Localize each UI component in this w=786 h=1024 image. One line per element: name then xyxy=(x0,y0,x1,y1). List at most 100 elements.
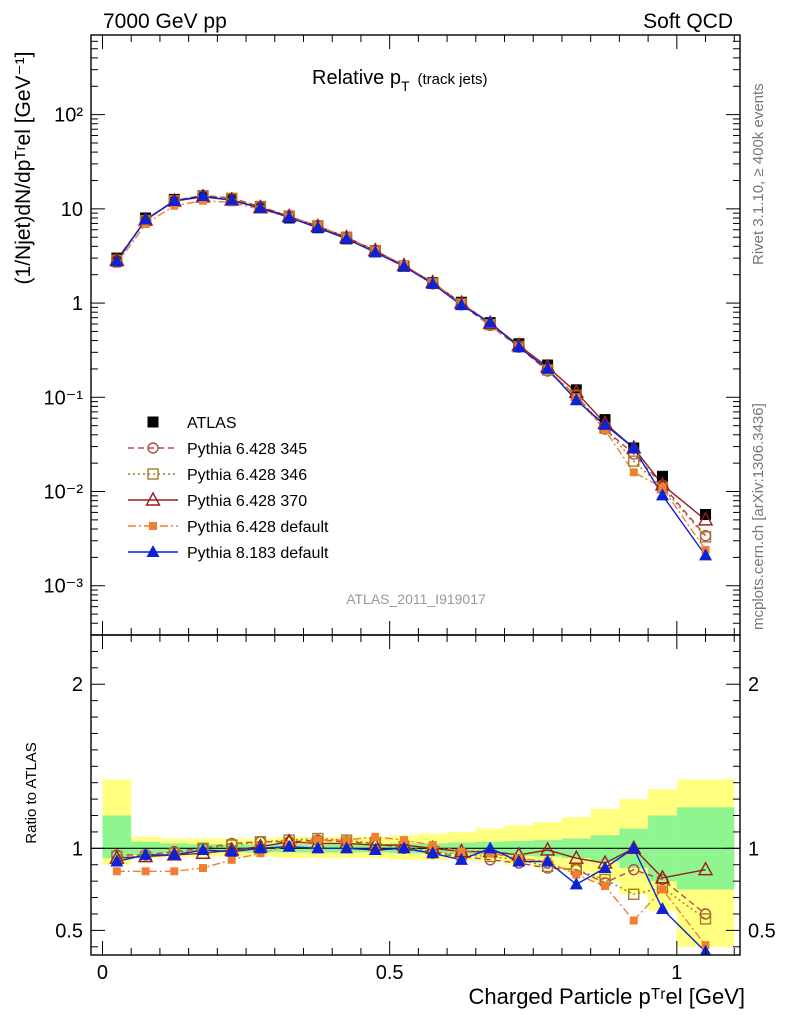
main-point-s2-20 xyxy=(699,531,712,543)
legend-marker-0 xyxy=(147,416,159,428)
x-axis-label: Charged Particle pᵀʳel [GeV] xyxy=(469,984,745,1009)
category-label: Soft QCD xyxy=(643,10,733,33)
main-point-s5-10 xyxy=(397,259,411,272)
ratio-y-axis-label: Ratio to ATLAS xyxy=(23,742,40,843)
ratio-point-s4-0 xyxy=(110,854,124,867)
main-ytick-label: 10 xyxy=(61,199,83,221)
main-point-s5-3 xyxy=(196,188,210,201)
ratio-point-s3-16 xyxy=(572,870,581,879)
main-point-s5-13 xyxy=(483,315,497,328)
ratio-point-s3-8 xyxy=(342,836,351,845)
ratio-point-s3-10 xyxy=(400,836,409,845)
legend-marker-3 xyxy=(145,491,161,506)
ratio-point-s3-7 xyxy=(313,836,322,845)
plot-title: Relative pT (track jets) xyxy=(312,67,488,94)
main-series-line-1 xyxy=(116,194,707,537)
ratio-series-line-0 xyxy=(116,839,706,915)
ratio-point-s3-1 xyxy=(141,867,150,876)
legend: ATLAS Pythia 6.428 345 Pythia 6.428 346 Pyt… xyxy=(128,415,329,562)
ratio-point-s4-18 xyxy=(627,841,641,854)
ratio-point-s4-7 xyxy=(311,841,325,854)
ratio-point-s3-12 xyxy=(457,847,466,856)
main-ytick-label: 1 xyxy=(72,293,83,315)
ratio-point-s4-16 xyxy=(569,877,583,890)
legend-label-0: ATLAS xyxy=(187,415,237,432)
ratio-point-s4-2 xyxy=(167,847,181,860)
main-point-s5-1 xyxy=(139,212,153,225)
ratio-series-group xyxy=(109,832,714,955)
rivet-label: Rivet 3.1.10, ≥ 400k events xyxy=(750,83,767,265)
main-point-s5-11 xyxy=(426,276,440,289)
analysis-label: ATLAS_2011_I919017 xyxy=(346,591,486,607)
legend-label-4: Pythia 6.428 default xyxy=(187,519,329,536)
main-point-s5-2 xyxy=(167,194,181,207)
ratio-point-s3-18 xyxy=(629,916,638,925)
ratio-point-s4-9 xyxy=(368,842,382,855)
legend-label-3: Pythia 6.428 370 xyxy=(187,493,307,510)
main-point-s5-4 xyxy=(225,193,239,206)
ratio-point-s3-9 xyxy=(371,832,380,841)
main-series-line-2 xyxy=(116,194,707,538)
legend-marker-2 xyxy=(147,468,159,480)
legend-label-1: Pythia 6.428 345 xyxy=(187,441,307,458)
ratio-point-s4-5 xyxy=(253,841,267,854)
ratio-point-s4-10 xyxy=(397,841,411,854)
main-point-s5-18 xyxy=(627,440,641,453)
main-ytick-label: 10⁻³ xyxy=(44,576,84,598)
ratio-point-s4-14 xyxy=(512,854,526,867)
ratio-ytick-label-right: 2 xyxy=(748,674,759,696)
main-point-s5-6 xyxy=(282,210,296,223)
legend-label-2: Pythia 6.428 346 xyxy=(187,467,307,484)
main-point-s3-20 xyxy=(697,511,714,526)
main-point-s5-5 xyxy=(253,201,267,214)
ratio-point-s4-11 xyxy=(426,846,440,859)
main-panel: 10⁻³ 10⁻² 10⁻¹ 1 10 10² xyxy=(44,34,741,636)
ratio-point-s4-15 xyxy=(541,854,555,867)
ratio-point-s4-8 xyxy=(340,841,354,854)
ratio-series-line-1 xyxy=(116,837,706,920)
ratio-frame xyxy=(90,634,741,956)
main-point-s4-19 xyxy=(658,483,667,492)
main-point-s5-14 xyxy=(512,340,526,353)
main-point-s5-15 xyxy=(541,361,555,374)
legend-marker-1 xyxy=(147,442,159,454)
ratio-point-s3-2 xyxy=(170,867,179,876)
main-point-s5-16 xyxy=(569,393,583,406)
ratio-ytick-label-left: 0.5 xyxy=(55,920,83,942)
main-point-s5-0 xyxy=(110,254,124,267)
ratio-point-s1-18 xyxy=(628,888,640,900)
ratio-ytick-label-left: 1 xyxy=(72,838,83,860)
legend-label-5: Pythia 8.183 default xyxy=(187,545,329,562)
ratio-point-s4-4 xyxy=(225,844,239,857)
ratio-ytick-label-right: 1 xyxy=(748,838,759,860)
ratio-point-s2-16 xyxy=(568,849,584,864)
main-point-s5-8 xyxy=(340,231,354,244)
ratio-point-s3-0 xyxy=(112,867,121,876)
legend-marker-5 xyxy=(146,545,160,557)
ratio-point-s4-12 xyxy=(454,852,468,865)
ratio-xtick-label: 1 xyxy=(671,962,682,984)
main-point-s5-19 xyxy=(655,488,669,501)
legend-marker-4 xyxy=(149,522,157,530)
main-y-axis-label: (1/Njet)dN/dpᵀʳel [GeV⁻¹] xyxy=(12,52,35,285)
main-point-s4-17 xyxy=(601,425,610,434)
ratio-point-s3-11 xyxy=(428,841,437,850)
ratio-point-s3-4 xyxy=(227,855,236,864)
ratio-point-s4-19 xyxy=(655,902,669,915)
ratio-point-s4-13 xyxy=(483,841,497,854)
main-point-s5-9 xyxy=(368,245,382,258)
main-point-s5-7 xyxy=(311,220,325,233)
ratio-point-s3-19 xyxy=(658,885,667,894)
ratio-point-s3-3 xyxy=(198,864,207,873)
ratio-xtick-label: 0.5 xyxy=(376,962,404,984)
main-ytick-label: 10⁻¹ xyxy=(44,387,84,409)
ratio-point-s2-20 xyxy=(697,861,714,876)
main-point-s4-18 xyxy=(629,468,638,477)
ratio-ytick-label-right: 0.5 xyxy=(748,920,776,942)
beam-label: 7000 GeV pp xyxy=(103,10,227,33)
ratio-panel: 0.5 0.5 1 1 2 2 0 0.5 1 xyxy=(55,634,776,984)
main-point-s5-17 xyxy=(598,417,612,430)
ratio-point-s2-19 xyxy=(654,869,671,884)
ratio-point-s4-17 xyxy=(598,861,612,874)
